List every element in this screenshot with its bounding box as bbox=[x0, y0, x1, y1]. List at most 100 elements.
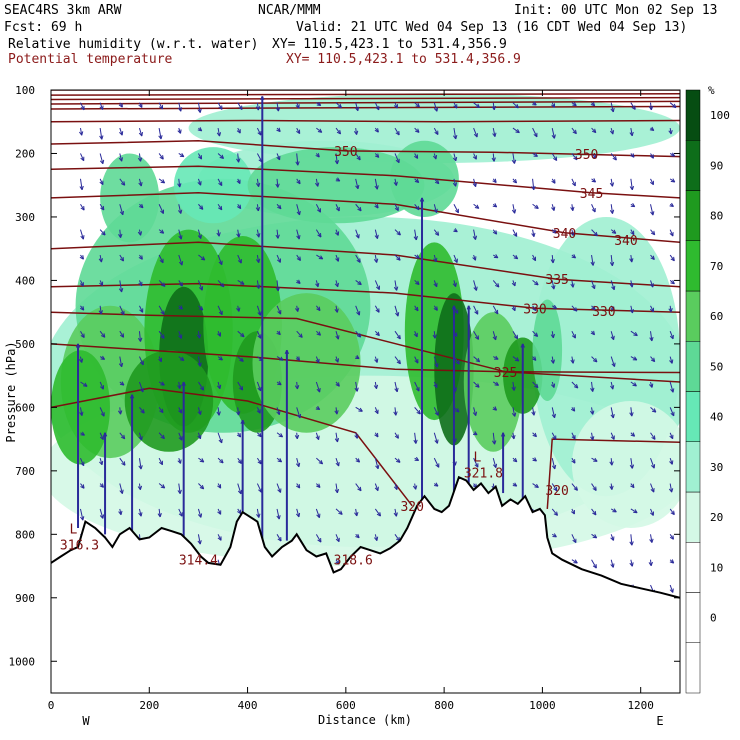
wind-vector-head bbox=[395, 312, 400, 317]
wind-vector-head bbox=[236, 204, 242, 210]
wind-vector-head bbox=[181, 381, 186, 386]
wind-vector-head bbox=[668, 488, 674, 493]
rh-region bbox=[247, 147, 425, 224]
wind-vector bbox=[414, 432, 417, 444]
wind-vector-head bbox=[78, 358, 84, 363]
wind-vector-head bbox=[415, 102, 420, 108]
wind-vector-head bbox=[354, 434, 359, 439]
wind-vector bbox=[433, 229, 440, 236]
wind-vector-head bbox=[593, 231, 598, 237]
wind-vector-head bbox=[275, 234, 280, 239]
wind-vector-head bbox=[491, 105, 496, 111]
theta-contour bbox=[546, 438, 680, 509]
wind-vector-head bbox=[138, 103, 143, 108]
wind-vector bbox=[630, 508, 638, 514]
wind-vector-head bbox=[315, 405, 321, 411]
wind-vector-head bbox=[159, 229, 165, 234]
wind-vector-head bbox=[590, 330, 595, 336]
wind-vector-head bbox=[197, 410, 202, 415]
wind-vector-head bbox=[120, 310, 125, 316]
y-tick-label: 200 bbox=[15, 147, 35, 160]
wind-vector-head bbox=[317, 538, 322, 543]
wind-vector-head bbox=[532, 101, 537, 106]
wind-vector-head bbox=[572, 129, 577, 135]
wind-vector bbox=[158, 483, 166, 489]
wind-vector bbox=[433, 204, 438, 213]
wind-vector bbox=[551, 458, 556, 470]
wind-vector-head bbox=[335, 257, 340, 262]
wind-vector bbox=[335, 102, 342, 109]
wind-vector-head bbox=[513, 254, 519, 260]
wind-vector-head bbox=[99, 281, 104, 287]
wind-vector bbox=[394, 153, 400, 163]
wind-vector bbox=[610, 407, 614, 419]
wind-vector-head bbox=[472, 256, 477, 261]
wind-vector-head bbox=[316, 208, 321, 213]
wind-vector-head bbox=[393, 286, 399, 291]
wind-vector bbox=[669, 407, 675, 417]
theta-contour-label: 335 bbox=[545, 273, 568, 288]
wind-vector-head bbox=[513, 232, 518, 237]
wind-vector-head bbox=[275, 183, 280, 188]
wind-vector-head bbox=[236, 158, 241, 163]
theta-contour-label: 330 bbox=[523, 302, 546, 317]
theta-contour-label: 325 bbox=[494, 366, 517, 381]
wind-vector-head bbox=[396, 256, 401, 261]
wind-vector-head bbox=[511, 434, 516, 440]
colorbar-tick-label: 50 bbox=[710, 360, 723, 373]
wind-vector-head bbox=[80, 333, 85, 339]
wind-vector-head bbox=[591, 207, 596, 213]
wind-vector-head bbox=[296, 235, 301, 240]
wind-vector-head bbox=[275, 107, 281, 112]
wind-vector bbox=[178, 254, 183, 266]
wind-vector bbox=[650, 102, 652, 110]
wind-vector bbox=[492, 432, 496, 445]
wind-vector bbox=[414, 356, 419, 364]
x-tick-label: 1200 bbox=[627, 699, 654, 712]
wind-vector bbox=[433, 457, 440, 468]
wind-vector-head bbox=[317, 233, 322, 238]
wind-vector-head bbox=[197, 181, 202, 186]
wind-vector-head bbox=[334, 160, 340, 165]
wind-vector-head bbox=[374, 128, 379, 133]
wind-vector-head bbox=[257, 432, 262, 438]
wind-vector-head bbox=[276, 410, 281, 416]
wind-vector-head bbox=[434, 231, 440, 236]
wind-vector bbox=[276, 508, 280, 520]
wind-vector bbox=[532, 229, 535, 237]
wind-vector bbox=[217, 432, 223, 444]
wind-vector-head bbox=[374, 153, 380, 158]
wind-vector bbox=[630, 178, 633, 190]
wind-vector bbox=[256, 254, 260, 263]
wind-vector bbox=[296, 381, 298, 390]
wind-vector-head bbox=[316, 101, 322, 107]
wind-vector-head bbox=[532, 306, 537, 312]
wind-vector-head bbox=[120, 434, 126, 440]
y-tick-label: 300 bbox=[15, 211, 35, 224]
wind-vector-head bbox=[454, 309, 459, 314]
wind-vector-head bbox=[218, 260, 223, 266]
wind-vector bbox=[237, 102, 243, 110]
wind-vector-head bbox=[649, 383, 654, 388]
x-tick-label: 0 bbox=[48, 699, 55, 712]
wind-vector bbox=[178, 508, 183, 517]
colorbar-segment bbox=[685, 391, 701, 442]
wind-vector bbox=[158, 280, 166, 287]
wind-vector-head bbox=[334, 410, 339, 415]
wind-vector bbox=[138, 458, 142, 470]
wind-vector-head bbox=[296, 129, 301, 135]
forecast-hour: Fcst: 69 h bbox=[4, 20, 82, 35]
wind-vector-head bbox=[432, 334, 437, 339]
wind-vector-head bbox=[356, 155, 361, 161]
wind-vector-head bbox=[275, 287, 280, 292]
model-name: SEAC4RS 3km ARW bbox=[4, 3, 122, 18]
wind-vector-head bbox=[591, 305, 596, 311]
wind-vector-head bbox=[177, 107, 183, 112]
theta-contour bbox=[51, 282, 680, 313]
wind-vector bbox=[158, 153, 164, 160]
wind-vector bbox=[178, 432, 183, 441]
wind-vector-head bbox=[670, 510, 675, 516]
wind-vector-head bbox=[178, 512, 183, 517]
wind-vector bbox=[217, 407, 220, 416]
wind-vector-head bbox=[255, 258, 261, 263]
